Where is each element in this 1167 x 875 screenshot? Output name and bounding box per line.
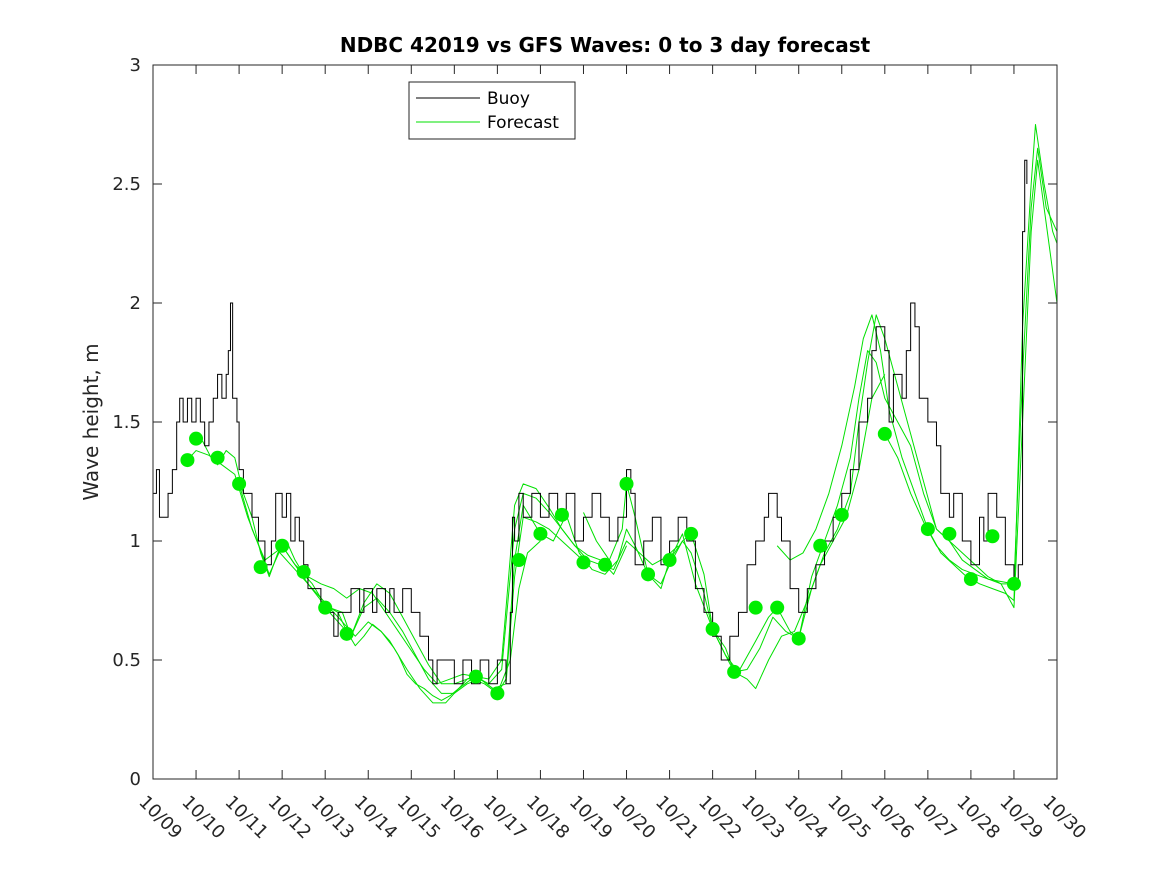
forecast-marker-2 [189,431,204,446]
y-tick-label: 0.5 [112,650,141,671]
y-tick-label: 2 [130,293,141,314]
forecast-marker-22 [727,664,742,679]
forecast-marker-6 [275,538,290,553]
plot-area [153,65,1057,779]
forecast-marker-27 [834,507,849,522]
forecast-marker-13 [533,526,548,541]
forecast-marker-17 [619,476,634,491]
y-tick-label: 1.5 [112,412,141,433]
forecast-marker-21 [705,622,720,637]
forecast-marker-12 [511,553,526,568]
y-tick-label: 2.5 [112,174,141,195]
legend-forecast-label: Forecast [487,113,559,133]
chart-title: NDBC 42019 vs GFS Waves: 0 to 3 day fore… [340,33,871,57]
legend-box [408,81,576,140]
forecast-marker-1 [180,453,195,468]
forecast-marker-32 [985,529,1000,544]
buoy-line [153,159,1028,685]
forecast-marker-8 [318,600,333,615]
forecast-marker-15 [576,555,591,570]
y-tick-label: 0 [130,769,141,790]
forecast-marker-18 [641,567,656,582]
forecast-marker-11 [490,686,505,701]
forecast-marker-20 [684,526,699,541]
y-tick-label: 1 [130,531,141,552]
marker-layer [180,426,1021,701]
forecast-marker-7 [296,564,311,579]
legend: Buoy Forecast [408,81,576,140]
y-axis-label: Wave height, m [79,343,103,500]
forecast-marker-24 [770,600,785,615]
forecast-marker-31 [963,572,978,587]
forecast-marker-5 [253,560,268,575]
forecast-marker-33 [1006,576,1021,591]
forecast-line-7 [583,374,886,690]
forecast-marker-23 [748,600,763,615]
forecast-marker-28 [877,426,892,441]
forecast-line-11 [884,147,1058,585]
forecast-line-10 [798,159,1058,639]
forecast-marker-16 [598,557,612,572]
forecast-marker-25 [791,631,806,646]
forecast-marker-9 [339,626,354,641]
forecast-marker-14 [554,507,569,522]
forecast-marker-3 [210,450,225,465]
forecast-line-2 [187,450,541,704]
forecast-marker-30 [942,526,957,541]
forecast-marker-10 [468,669,483,684]
forecast-marker-29 [920,522,935,537]
y-tick-label: 3 [130,55,141,76]
forecast-marker-4 [232,476,247,491]
legend-buoy-label: Buoy [487,89,530,109]
forecast-marker-26 [813,538,828,553]
forecast-marker-19 [662,553,677,568]
